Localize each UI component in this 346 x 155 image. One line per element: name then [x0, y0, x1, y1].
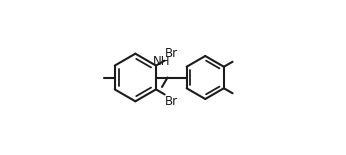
- Text: Br: Br: [165, 95, 179, 108]
- Text: Br: Br: [165, 47, 179, 60]
- Text: NH: NH: [153, 55, 171, 68]
